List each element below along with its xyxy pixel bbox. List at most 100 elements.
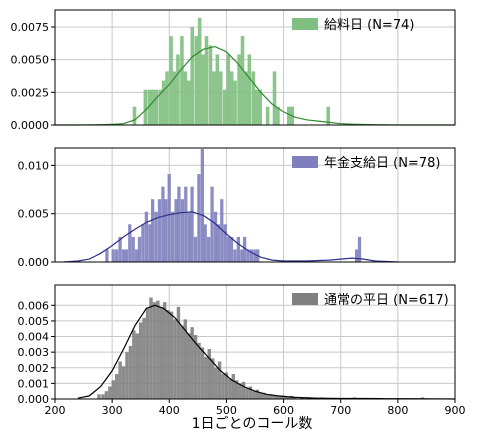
histogram-bar (247, 54, 252, 125)
histogram-bar (143, 89, 148, 125)
x-tick-label: 900 (445, 404, 466, 417)
histogram-bar (111, 249, 115, 262)
histogram-bar (108, 386, 112, 399)
histogram-bar (240, 36, 245, 125)
histogram-bar (212, 71, 216, 125)
x-tick-label: 700 (330, 404, 351, 417)
histogram-bar (194, 36, 198, 125)
histogram-bar (217, 361, 222, 399)
histogram-bar (135, 249, 139, 262)
histogram-bar (180, 325, 184, 399)
y-tick-label: 0.003 (18, 346, 50, 359)
histogram-bar (159, 306, 163, 399)
histogram-bar (253, 249, 257, 262)
histogram-bar (252, 391, 256, 399)
x-tick-label: 500 (216, 404, 237, 417)
histogram-bar (208, 45, 213, 126)
histogram-bar (115, 249, 119, 262)
histogram-bar (200, 347, 205, 399)
histogram-bar (139, 322, 143, 399)
x-tick-label: 300 (102, 404, 123, 417)
histogram-bar (180, 36, 184, 125)
histogram-bar (269, 394, 273, 399)
x-tick-label: 600 (273, 404, 294, 417)
histogram-bar (255, 389, 259, 399)
legend-label: 年金支給日 (N=78) (324, 155, 440, 171)
histogram-bar (190, 327, 194, 399)
panel-2: 0.000 0.005 0.010 年金支給日 (N=78) (18, 147, 456, 269)
histogram-bar (183, 319, 187, 399)
histogram-bar (255, 89, 259, 125)
histogram-bar (226, 54, 230, 125)
histogram-bar (221, 374, 225, 399)
y-tick-label: 0.006 (18, 299, 50, 312)
histogram-bar (248, 386, 253, 399)
legend-label: 給料日 (N=74) (324, 18, 414, 33)
histogram-bar (293, 397, 297, 399)
y-tick-label: 0.0050 (11, 54, 50, 67)
histogram-bar (132, 106, 137, 125)
histogram-bar (265, 394, 270, 399)
histogram-bar (213, 211, 218, 262)
histogram-bar (276, 395, 280, 399)
histogram-bar (118, 361, 122, 399)
histogram-bar (132, 330, 136, 399)
histogram-bar (204, 36, 209, 125)
histogram-bar (183, 71, 188, 125)
histogram-bar (158, 89, 162, 125)
histogram-bar (148, 224, 152, 262)
histogram-bar (156, 300, 160, 399)
histogram-bar (187, 80, 191, 125)
histogram-bar (184, 186, 188, 262)
histogram-bar (121, 366, 126, 399)
legend-swatch (292, 156, 318, 168)
panel-frame (54, 147, 456, 263)
y-tick-label: 0.010 (18, 159, 50, 172)
histogram-bar (214, 367, 218, 399)
histogram-bar (283, 395, 287, 399)
histogram-bar (154, 211, 158, 262)
histogram-bar (177, 186, 181, 262)
histogram-bar (210, 186, 214, 262)
histogram-bar (357, 236, 362, 262)
histogram-bar (276, 106, 280, 125)
histogram-bar (240, 249, 244, 262)
histogram-bar (241, 381, 246, 399)
histogram-bar (165, 71, 169, 125)
legend-swatch (292, 18, 318, 30)
histogram-bar (154, 89, 158, 125)
histogram-bar (233, 80, 237, 125)
histogram-bar (169, 311, 174, 399)
histogram-bar (128, 224, 132, 262)
x-tick-label: 800 (387, 404, 408, 417)
histogram-bar (97, 394, 101, 399)
histogram-bar (176, 306, 181, 399)
histogram-bar (152, 302, 157, 399)
histogram-bar (245, 388, 249, 399)
histogram-bar (104, 391, 109, 399)
histogram-bar (233, 249, 237, 262)
histogram-bar (111, 380, 115, 399)
histogram-bar (236, 236, 240, 262)
histogram-bar (219, 71, 223, 125)
histogram-bar (207, 236, 211, 262)
histogram-bar (190, 26, 194, 126)
histogram-bar (164, 199, 168, 262)
histogram-bar (115, 374, 119, 399)
density-curve (55, 45, 455, 126)
histogram-bar (169, 36, 173, 125)
y-tick-label: 0.005 (18, 208, 50, 221)
x-tick-label: 200 (45, 404, 66, 417)
y-tick-label: 0.004 (18, 331, 50, 344)
histogram-bar (190, 186, 194, 262)
histogram-bar (147, 89, 152, 125)
histogram-bar (259, 392, 263, 399)
histogram-bar (151, 89, 155, 125)
histogram-bar (167, 174, 171, 262)
histogram-bar (224, 372, 229, 399)
histogram-bar (187, 211, 191, 262)
histogram-bar (101, 394, 105, 399)
panel-1: 0.0000 0.0025 0.0050 0.0075 給料日 (N=74) (11, 9, 456, 132)
